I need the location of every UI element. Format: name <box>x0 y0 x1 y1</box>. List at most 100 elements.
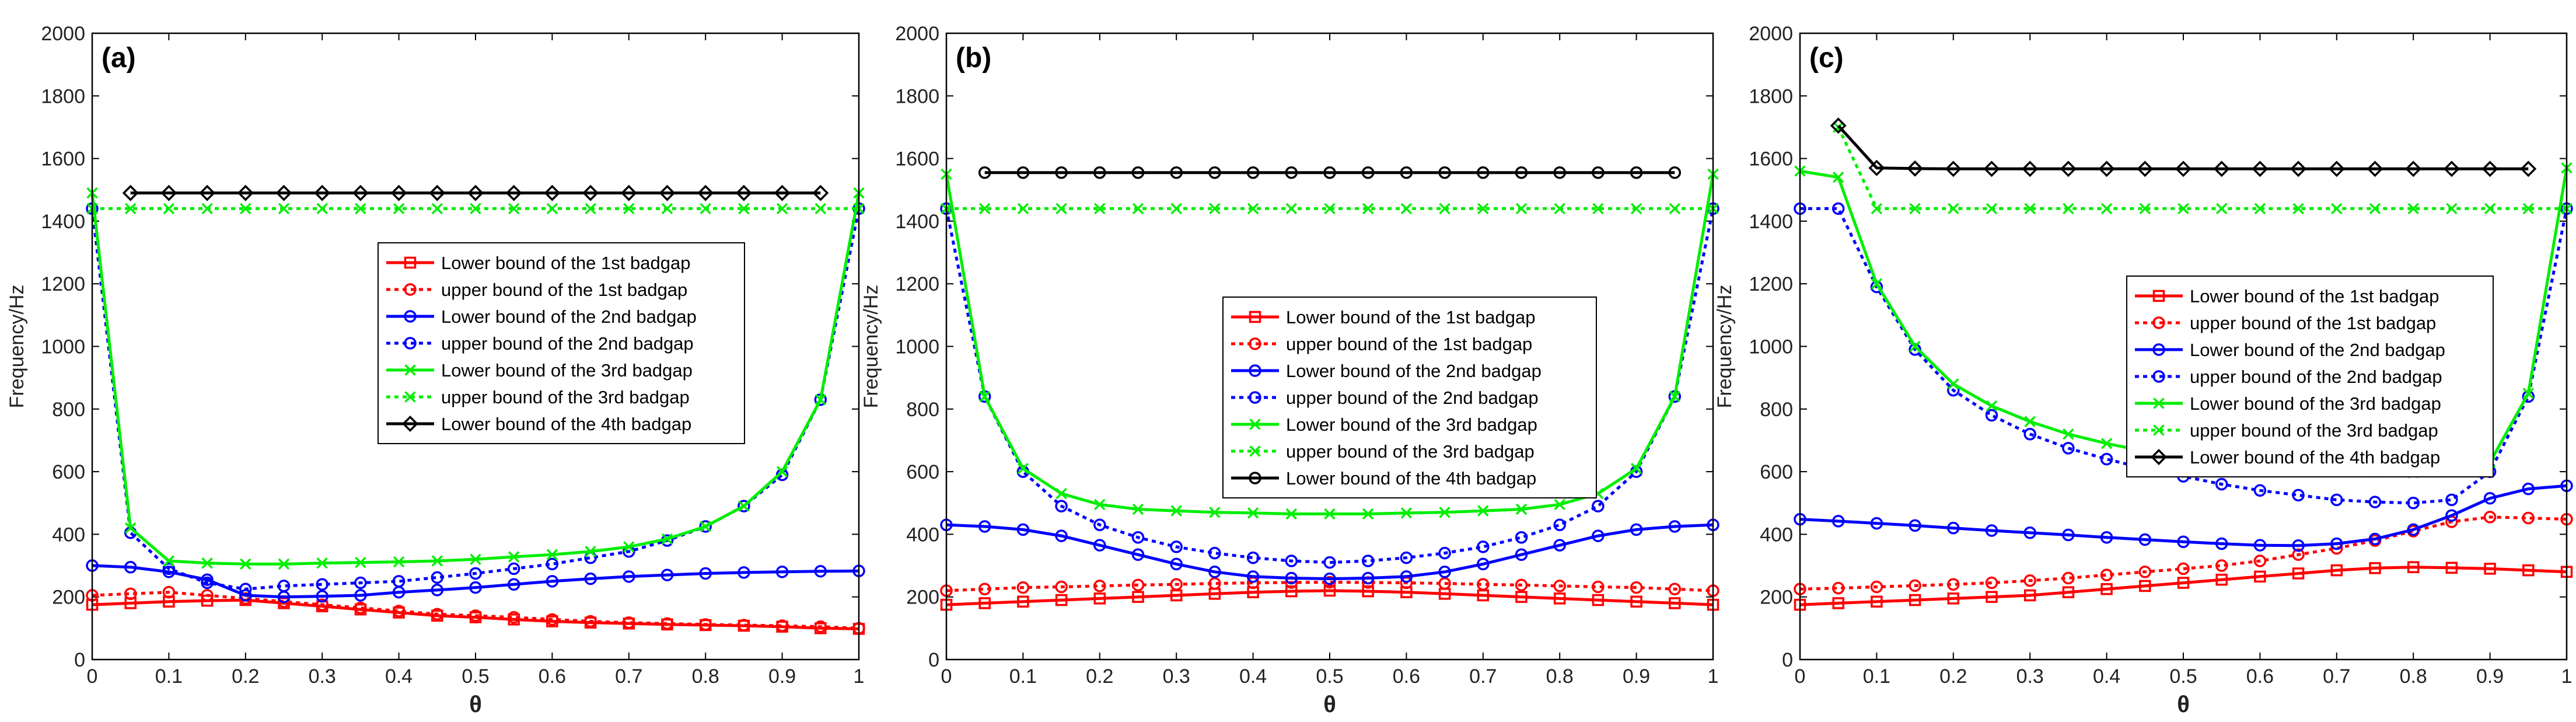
data-point <box>1132 203 1144 215</box>
data-point <box>738 619 750 632</box>
data-point <box>2445 493 2458 507</box>
data-point <box>1439 203 1450 215</box>
data-point <box>1208 166 1221 179</box>
data-point <box>2481 161 2498 177</box>
x-tick-label: 0.9 <box>768 665 796 688</box>
data-point <box>585 203 596 215</box>
axes: 0 0.1 0.2 0.3 0.4 0.5 0.6 0.7 0.8 0.9 1 0 200 400 600 8… <box>895 23 1718 688</box>
y-tick-label: 2000 <box>1749 23 1793 45</box>
data-point <box>201 557 213 569</box>
y-tick-label: 400 <box>52 524 85 546</box>
data-point <box>978 597 991 609</box>
data-point <box>735 184 752 201</box>
data-point <box>1830 117 1847 134</box>
data-point <box>1361 554 1375 567</box>
data-point <box>2522 203 2535 215</box>
series-line <box>1799 484 2567 547</box>
data-point <box>2292 539 2305 552</box>
data-point <box>1477 578 1490 591</box>
data-point <box>201 203 213 215</box>
legend-label: Lower bound of the 2nd badgap <box>2190 340 2445 360</box>
data-point <box>393 203 405 215</box>
data-point <box>623 203 635 215</box>
data-point <box>1131 166 1145 179</box>
data-point <box>1017 595 1029 608</box>
data-point <box>1132 591 1144 603</box>
legend-label: Lower bound of the 3rd badgap <box>441 360 693 381</box>
legend-marker <box>1249 445 1261 457</box>
data-point <box>1553 539 1566 552</box>
x-tick-label: 0.9 <box>2476 665 2504 688</box>
legend-label: Lower bound of the 1st badgap <box>1286 307 1535 327</box>
data-point <box>316 590 328 603</box>
x-tick-label: 0.7 <box>1469 665 1497 688</box>
legend-label: Lower bound of the 2nd badgap <box>1286 361 1542 381</box>
data-point <box>1871 278 1883 290</box>
legend-box <box>1222 297 1597 498</box>
data-point <box>2328 161 2345 177</box>
y-tick-label: 1800 <box>895 85 939 107</box>
y-tick-label: 1800 <box>41 85 85 107</box>
data-point <box>1093 539 1106 552</box>
series-7 <box>978 166 1682 179</box>
data-point <box>1324 508 1336 520</box>
data-point <box>1871 203 1883 215</box>
data-point <box>544 184 561 201</box>
legend-marker <box>404 337 417 350</box>
data-point <box>2443 161 2460 177</box>
data-point <box>431 584 444 597</box>
data-point <box>469 567 482 580</box>
x-tick-label: 0.3 <box>2016 665 2044 688</box>
data-point <box>1945 161 1962 177</box>
data-point <box>738 500 750 512</box>
data-point <box>978 583 991 596</box>
legend-marker <box>404 310 417 323</box>
legend-marker <box>2152 343 2165 356</box>
data-point <box>2253 539 2267 552</box>
data-point <box>2062 571 2075 585</box>
data-point <box>1592 529 1605 542</box>
data-point <box>584 615 597 628</box>
data-point <box>2407 497 2420 510</box>
legend-label: Lower bound of the 4th badgap <box>441 414 691 434</box>
data-point <box>546 557 559 571</box>
data-point <box>277 580 291 592</box>
data-point <box>1948 203 1959 215</box>
series-line <box>945 208 1715 564</box>
y-tick-label: 200 <box>1760 587 1793 609</box>
data-point <box>240 203 251 215</box>
data-point <box>1515 531 1528 544</box>
data-point <box>2331 203 2343 215</box>
y-tick-label: 600 <box>1760 461 1793 483</box>
data-point <box>507 562 520 575</box>
x-tick-label: 0.7 <box>2323 665 2350 688</box>
data-point <box>2139 580 2151 592</box>
data-point <box>316 557 328 569</box>
data-point <box>2254 203 2266 215</box>
y-tick-label: 1000 <box>41 336 85 358</box>
data-point <box>1285 571 1298 585</box>
data-point <box>354 576 367 590</box>
data-point <box>1477 505 1489 517</box>
data-point <box>1209 507 1221 518</box>
data-point <box>776 466 788 477</box>
data-point <box>1515 203 1528 215</box>
legend: Lower bound of the 1st badgap upper bound… <box>2126 275 2494 477</box>
y-tick-label: 600 <box>52 461 85 483</box>
data-point <box>775 619 789 632</box>
y-tick-label: 800 <box>906 399 939 421</box>
data-point <box>1208 546 1221 560</box>
data-point <box>1362 585 1374 598</box>
data-point <box>199 184 216 201</box>
data-point <box>431 203 443 215</box>
data-point <box>1285 508 1298 520</box>
data-point <box>2213 161 2230 177</box>
data-point <box>1016 166 1030 179</box>
data-point <box>1592 203 1604 215</box>
data-point <box>1170 203 1182 215</box>
data-point <box>2063 203 2074 215</box>
data-point <box>2522 482 2535 496</box>
y-tick-label: 1200 <box>41 273 85 295</box>
data-point <box>505 184 522 201</box>
data-point <box>508 203 520 215</box>
